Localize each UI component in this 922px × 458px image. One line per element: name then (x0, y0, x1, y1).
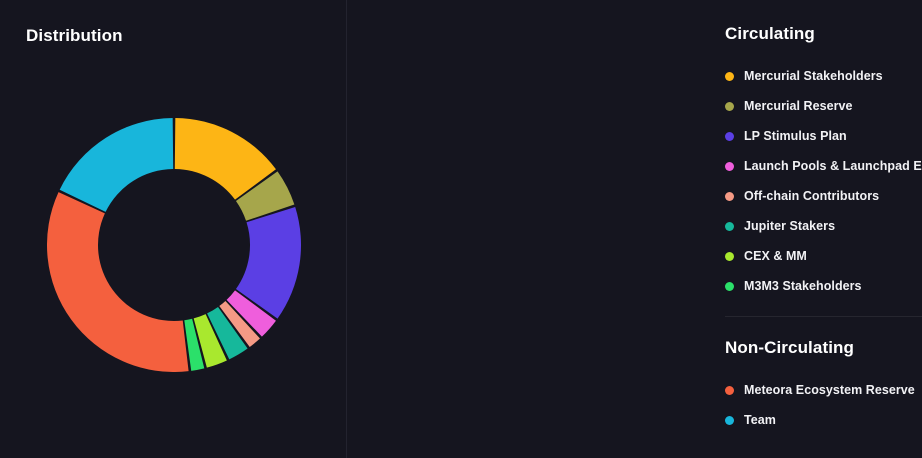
legend-dot-off-chain-contributors (725, 191, 734, 201)
legend-label: LP Stimulus Plan (744, 129, 847, 143)
legend-row[interactable]: LP Stimulus Plan15% (725, 121, 922, 151)
section-circulating-title: Circulating (725, 24, 815, 43)
legend-row[interactable]: Meteora Ecosystem Reserve34% (725, 375, 922, 405)
legend-dot-mercurial-stakeholders (725, 71, 734, 81)
legend-row[interactable]: Jupiter Stakers3% (725, 211, 922, 241)
legend-row[interactable]: CEX & MM3% (725, 241, 922, 271)
legend-row[interactable]: Off-chain Contributors2% (725, 181, 922, 211)
legend-list-non-circulating: Meteora Ecosystem Reserve34%Team18% (725, 375, 922, 435)
donut-segment[interactable] (47, 192, 189, 372)
donut-chart (47, 118, 301, 372)
legend-dot-launch-pools (725, 161, 734, 171)
legend-panel: Circulating 48% Mercurial Stakeholders15… (347, 0, 922, 458)
section-non-circulating: Non-Circulating 52% Meteora Ecosystem Re… (725, 338, 922, 435)
section-non-circulating-header: Non-Circulating 52% (725, 338, 922, 366)
legend-dot-jupiter-stakers (725, 221, 734, 231)
donut-segment[interactable] (235, 171, 295, 221)
section-circulating: Circulating 48% Mercurial Stakeholders15… (725, 24, 922, 301)
section-non-circulating-title: Non-Circulating (725, 338, 854, 357)
legend-row[interactable]: M3M3 Stakeholders2% (725, 271, 922, 301)
legend-label: M3M3 Stakeholders (744, 279, 862, 293)
legend-dot-lp-stimulus-plan (725, 131, 734, 141)
donut-chart-svg (47, 118, 301, 372)
legend-row[interactable]: Team18% (725, 405, 922, 435)
section-divider (725, 316, 922, 317)
legend-label: Meteora Ecosystem Reserve (744, 383, 915, 397)
legend-label: Jupiter Stakers (744, 219, 836, 233)
donut-segment[interactable] (184, 318, 205, 371)
legend-dot-cex-mm (725, 251, 734, 261)
section-circulating-header: Circulating 48% (725, 24, 922, 52)
legend-label: Team (744, 413, 776, 427)
donut-segment[interactable] (59, 118, 174, 212)
legend-dot-mercurial-reserve (725, 101, 734, 111)
donut-segment[interactable] (207, 306, 248, 360)
legend-row[interactable]: Launch Pools & Launchpad Ecosystem3% (725, 151, 922, 181)
legend-dot-meteora-ecosystem-reserve (725, 385, 734, 395)
legend-dot-m3m3-stakeholders (725, 281, 734, 291)
legend-label: Launch Pools & Launchpad Ecosystem (744, 159, 922, 173)
donut-segment[interactable] (174, 118, 276, 200)
legend-dot-team (725, 415, 734, 425)
donut-segment[interactable] (235, 207, 301, 319)
legend-row[interactable]: Mercurial Stakeholders15% (725, 61, 922, 91)
legend-label: CEX & MM (744, 249, 807, 263)
donut-segment[interactable] (226, 290, 276, 337)
donut-segment[interactable] (193, 314, 227, 368)
legend-label: Mercurial Stakeholders (744, 69, 883, 83)
legend-label: Mercurial Reserve (744, 99, 853, 113)
legend-list-circulating: Mercurial Stakeholders15%Mercurial Reser… (725, 61, 922, 301)
legend-row[interactable]: Mercurial Reserve5% (725, 91, 922, 121)
page-title: Distribution (26, 26, 123, 45)
legend-label: Off-chain Contributors (744, 189, 880, 203)
donut-segment[interactable] (219, 300, 260, 347)
chart-panel: Distribution (0, 0, 347, 458)
